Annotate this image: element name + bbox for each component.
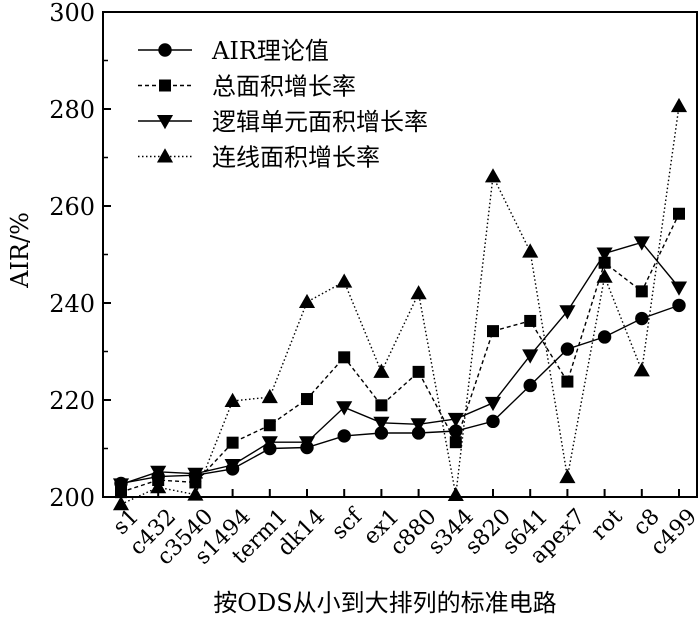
legend-label: 逻辑单元面积增长率 — [212, 108, 428, 136]
data-point — [447, 486, 464, 502]
y-tick-label: 280 — [49, 96, 95, 124]
x-tick-label: scf — [327, 503, 368, 544]
data-point — [524, 314, 537, 327]
series-layer — [112, 97, 688, 511]
legend-item: 连线面积增长率 — [138, 144, 380, 172]
data-point — [633, 236, 650, 251]
data-point — [410, 285, 427, 300]
series-line — [120, 241, 680, 486]
data-point — [336, 273, 353, 288]
data-point — [486, 414, 500, 429]
legend-label: AIR理论值 — [211, 37, 329, 65]
legend-marker — [156, 148, 174, 163]
legend-label: 总面积增长率 — [212, 73, 356, 101]
data-point — [373, 416, 390, 432]
data-point — [337, 429, 351, 443]
data-point — [561, 375, 574, 388]
data-point — [596, 247, 613, 262]
data-point — [261, 388, 278, 404]
legend-marker — [156, 115, 174, 130]
data-point — [150, 465, 167, 480]
data-point — [635, 311, 649, 326]
data-point — [112, 496, 130, 511]
data-point — [522, 243, 539, 258]
data-point — [298, 436, 316, 451]
data-point — [373, 363, 390, 378]
data-point — [410, 418, 427, 433]
data-point — [187, 467, 204, 482]
data-point — [298, 293, 316, 309]
x-axis-label: 按ODS从小到大排列的标准电路 — [213, 589, 556, 617]
data-point — [224, 458, 241, 474]
data-point — [522, 349, 539, 364]
data-point — [523, 378, 537, 393]
series-line — [120, 106, 680, 505]
series-line — [120, 304, 680, 485]
y-tick-label: 300 — [49, 0, 95, 27]
data-point — [673, 207, 685, 220]
data-point — [336, 401, 353, 416]
data-point — [263, 419, 276, 432]
y-tick-label: 200 — [49, 484, 95, 512]
data-point — [560, 342, 575, 356]
data-point — [596, 268, 613, 283]
series-3 — [112, 236, 688, 493]
data-point — [447, 412, 464, 428]
data-point — [487, 325, 499, 338]
y-tick-label: 220 — [49, 387, 95, 415]
data-point — [559, 305, 576, 320]
data-point — [412, 365, 425, 378]
data-point — [187, 486, 204, 501]
data-point — [670, 97, 688, 113]
x-tick-label: rot — [587, 504, 628, 545]
data-point — [559, 468, 576, 484]
data-point — [150, 479, 167, 494]
series-4 — [112, 97, 688, 511]
data-point — [672, 298, 686, 313]
data-point — [375, 399, 388, 412]
data-point — [597, 330, 612, 344]
data-point — [338, 351, 351, 364]
data-point — [261, 436, 278, 451]
legend-marker — [158, 43, 172, 57]
data-point — [226, 436, 239, 449]
legend-label: 连线面积增长率 — [212, 144, 380, 172]
data-point — [224, 392, 241, 407]
series-1 — [114, 298, 686, 491]
series-line — [120, 213, 680, 493]
data-point — [484, 396, 502, 412]
legend-item: AIR理论值 — [138, 37, 329, 65]
data-point — [484, 168, 502, 183]
data-point — [449, 436, 462, 449]
legend-item: 逻辑单元面积增长率 — [138, 108, 428, 136]
legend-marker — [159, 79, 171, 92]
y-tick-label: 260 — [49, 193, 95, 221]
y-axis-label: AIR/% — [6, 212, 34, 289]
legend-item: 总面积增长率 — [138, 73, 356, 101]
data-point — [670, 281, 688, 296]
y-tick-label: 240 — [49, 290, 95, 318]
data-point — [633, 362, 650, 377]
data-point — [112, 478, 130, 493]
data-point — [635, 285, 648, 298]
data-point — [301, 393, 313, 406]
